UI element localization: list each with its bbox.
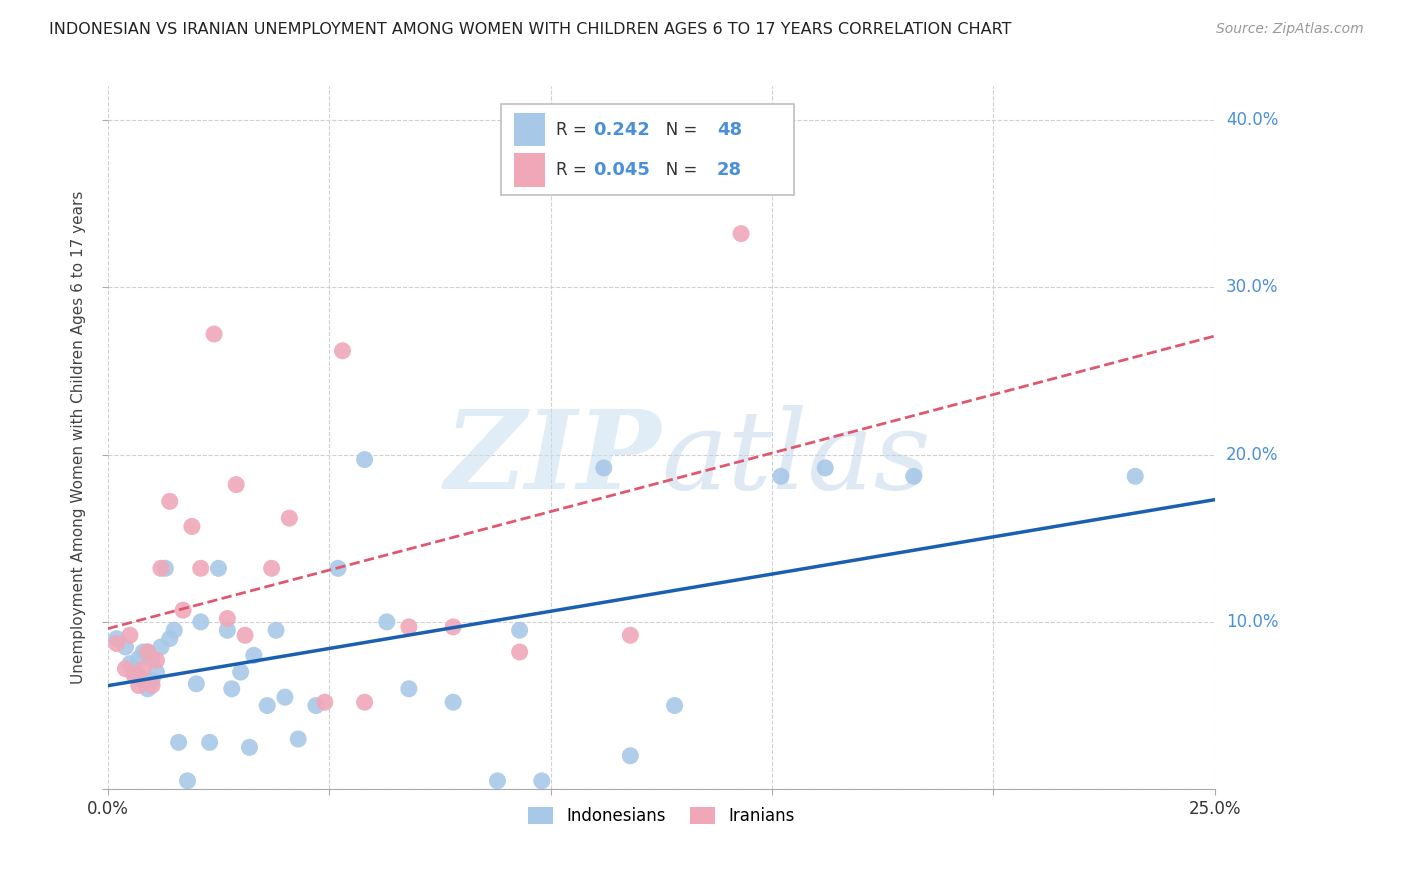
Point bbox=[441, 620, 464, 634]
Text: N =: N = bbox=[650, 120, 703, 138]
Point bbox=[118, 657, 141, 671]
Point bbox=[314, 695, 336, 709]
Text: Source: ZipAtlas.com: Source: ZipAtlas.com bbox=[1216, 22, 1364, 37]
Point bbox=[145, 665, 167, 679]
Point bbox=[592, 461, 614, 475]
Text: INDONESIAN VS IRANIAN UNEMPLOYMENT AMONG WOMEN WITH CHILDREN AGES 6 TO 17 YEARS : INDONESIAN VS IRANIAN UNEMPLOYMENT AMONG… bbox=[49, 22, 1012, 37]
Point bbox=[124, 665, 146, 679]
Point bbox=[509, 645, 531, 659]
Point bbox=[238, 740, 260, 755]
Point bbox=[730, 227, 752, 241]
Bar bbox=[515, 153, 546, 186]
Point bbox=[145, 653, 167, 667]
Point bbox=[278, 511, 301, 525]
Point bbox=[202, 326, 225, 341]
Point bbox=[530, 773, 553, 788]
Point bbox=[136, 645, 159, 659]
Point bbox=[114, 640, 136, 654]
Text: 0.045: 0.045 bbox=[593, 161, 650, 178]
Point bbox=[132, 673, 155, 688]
Point bbox=[172, 603, 194, 617]
Point bbox=[186, 677, 208, 691]
Point bbox=[190, 561, 212, 575]
Text: ZIP: ZIP bbox=[444, 405, 661, 513]
Text: 10.0%: 10.0% bbox=[1226, 613, 1278, 631]
Point bbox=[769, 469, 792, 483]
Point bbox=[225, 477, 247, 491]
Point bbox=[128, 668, 150, 682]
Point bbox=[149, 561, 172, 575]
Point bbox=[243, 648, 266, 663]
Point bbox=[176, 773, 198, 788]
Point bbox=[141, 678, 163, 692]
Point bbox=[221, 681, 243, 696]
Text: atlas: atlas bbox=[661, 405, 931, 513]
Point bbox=[128, 678, 150, 692]
Text: 48: 48 bbox=[717, 120, 742, 138]
Point bbox=[190, 615, 212, 629]
Point bbox=[124, 668, 146, 682]
Point bbox=[136, 681, 159, 696]
Point bbox=[159, 494, 181, 508]
Text: 28: 28 bbox=[717, 161, 742, 178]
Point bbox=[128, 651, 150, 665]
Point bbox=[619, 628, 641, 642]
Legend: Indonesians, Iranians: Indonesians, Iranians bbox=[519, 798, 803, 834]
Point bbox=[353, 695, 375, 709]
Point bbox=[105, 637, 128, 651]
Text: R =: R = bbox=[557, 161, 592, 178]
Point bbox=[256, 698, 278, 713]
Text: 20.0%: 20.0% bbox=[1226, 445, 1278, 464]
Point bbox=[118, 628, 141, 642]
Point bbox=[198, 735, 221, 749]
Point bbox=[619, 748, 641, 763]
Point bbox=[353, 452, 375, 467]
Point bbox=[180, 519, 202, 533]
Point bbox=[217, 624, 239, 638]
Point bbox=[260, 561, 283, 575]
Point bbox=[664, 698, 686, 713]
Point bbox=[398, 681, 420, 696]
Point bbox=[509, 624, 531, 638]
Point bbox=[159, 632, 181, 646]
Text: 40.0%: 40.0% bbox=[1226, 111, 1278, 128]
Text: 30.0%: 30.0% bbox=[1226, 278, 1278, 296]
Point bbox=[398, 620, 420, 634]
Point bbox=[287, 731, 309, 746]
Y-axis label: Unemployment Among Women with Children Ages 6 to 17 years: Unemployment Among Women with Children A… bbox=[72, 191, 86, 684]
Bar bbox=[515, 112, 546, 146]
Point bbox=[149, 640, 172, 654]
Point bbox=[207, 561, 229, 575]
Point bbox=[233, 628, 256, 642]
Point bbox=[903, 469, 925, 483]
Point bbox=[264, 624, 287, 638]
Point bbox=[274, 690, 297, 705]
Point bbox=[1123, 469, 1146, 483]
Point bbox=[486, 773, 509, 788]
Text: N =: N = bbox=[650, 161, 703, 178]
Point bbox=[217, 611, 239, 625]
Point bbox=[114, 662, 136, 676]
Point bbox=[332, 343, 354, 358]
Point bbox=[326, 561, 349, 575]
Point bbox=[105, 632, 128, 646]
Point bbox=[441, 695, 464, 709]
Point bbox=[814, 461, 837, 475]
Point bbox=[155, 561, 177, 575]
Point bbox=[163, 624, 186, 638]
Text: R =: R = bbox=[557, 120, 592, 138]
Text: 0.242: 0.242 bbox=[593, 120, 650, 138]
Point bbox=[132, 662, 155, 676]
Point bbox=[305, 698, 328, 713]
Point bbox=[136, 645, 159, 659]
Point bbox=[375, 615, 398, 629]
Point bbox=[132, 645, 155, 659]
Bar bbox=[501, 104, 794, 195]
Point bbox=[167, 735, 190, 749]
Point bbox=[141, 673, 163, 688]
Point bbox=[229, 665, 252, 679]
Point bbox=[141, 651, 163, 665]
